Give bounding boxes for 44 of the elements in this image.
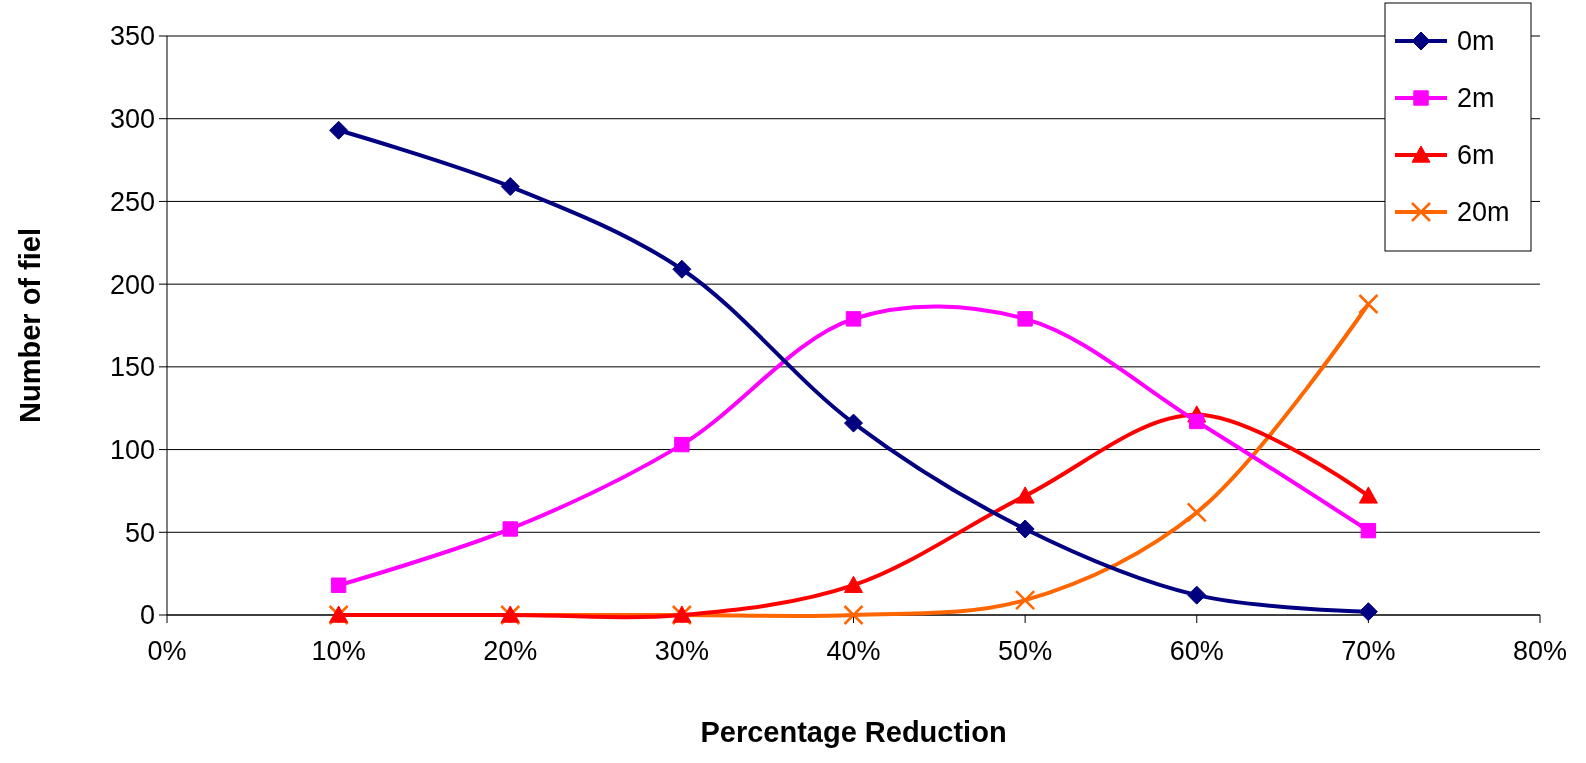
point <box>844 575 863 593</box>
point <box>330 577 347 593</box>
y-axis-title: Number of fiel <box>14 228 46 423</box>
y-tick-label: 350 <box>109 21 155 52</box>
point <box>1358 486 1378 504</box>
point <box>502 521 518 537</box>
point <box>1189 413 1205 430</box>
point <box>1014 589 1036 611</box>
x-tick-label: 60% <box>1169 636 1224 666</box>
point <box>1015 486 1035 504</box>
legend-label: 0m <box>1457 26 1495 57</box>
point <box>1360 522 1377 539</box>
x-tick-label: 30% <box>654 636 709 666</box>
point <box>1017 311 1033 327</box>
point <box>329 120 349 140</box>
point <box>1015 519 1035 539</box>
y-tick-label: 150 <box>109 352 155 383</box>
x-axis-title: Percentage Reduction <box>700 716 1007 748</box>
point <box>1186 502 1207 523</box>
x-tick-label: 80% <box>1512 636 1568 666</box>
point <box>674 436 690 453</box>
point <box>500 177 520 197</box>
y-tick-label: 250 <box>109 186 155 217</box>
point <box>1187 585 1207 605</box>
legend-label: 2m <box>1457 83 1495 114</box>
point <box>845 311 862 327</box>
point <box>843 604 864 626</box>
y-tick-label: 300 <box>109 104 155 135</box>
point <box>844 413 863 433</box>
x-tick-label: 50% <box>998 636 1053 666</box>
point <box>1358 293 1379 315</box>
legend-label: 6m <box>1457 140 1495 171</box>
y-tick-label: 100 <box>109 435 155 466</box>
legend-label: 20m <box>1457 197 1510 228</box>
point <box>672 259 692 279</box>
point <box>1358 602 1378 622</box>
x-tick-label: 70% <box>1341 636 1396 666</box>
x-tick-label: 40% <box>826 636 881 666</box>
y-tick-label: 200 <box>109 269 155 300</box>
x-tick-label: 10% <box>311 636 366 666</box>
y-tick-label: 0 <box>139 600 155 631</box>
x-tick-label: 0% <box>147 636 187 666</box>
y-tick-label: 50 <box>124 517 155 548</box>
x-tick-label: 20% <box>483 636 538 666</box>
